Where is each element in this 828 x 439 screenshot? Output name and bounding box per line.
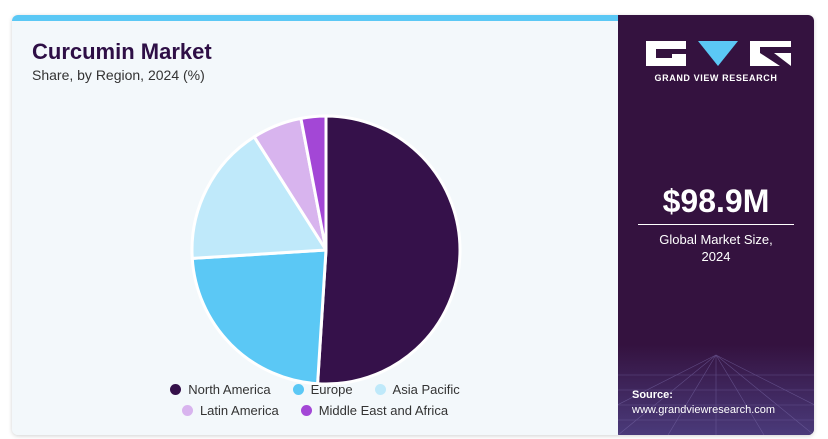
legend-label: Asia Pacific [392,382,460,397]
pie-chart [190,114,462,386]
market-size-label-line1: Global Market Size, [659,232,773,247]
market-size-value: $98.9M [662,183,770,219]
legend-label: Middle East and Africa [318,403,449,418]
accent-bar [12,15,618,21]
brand-name: GRAND VIEW RESEARCH [654,73,778,83]
legend-item-middle-east-africa: Middle East and Africa [300,403,449,418]
source-label: Source: [632,389,673,401]
legend-label: North America [188,382,271,397]
legend-dot-europe [292,384,304,395]
divider [638,224,794,225]
legend-label: Europe [310,382,353,397]
chart-subtitle: Share, by Region, 2024 (%) [32,67,205,83]
pie-slice-north-america [316,114,462,386]
pie-slice-asia-pacific [190,135,328,260]
grid-background [618,345,814,435]
legend-item-asia-pacific: Asia Pacific [374,382,460,397]
legend-item-europe: Europe [292,382,353,397]
legend-item-north-america: North America [170,382,271,397]
legend-row-1: North America Europe Asia Pacific [12,382,618,397]
legend-dot-middle-east-africa [300,405,312,416]
infographic-card: Curcumin Market Share, by Region, 2024 (… [12,15,814,435]
legend-label: Latin America [199,403,279,418]
legend-row-2: Latin America Middle East and Africa [12,403,618,418]
market-size-label-line2: 2024 [701,249,731,264]
pie-slice-europe [190,248,328,386]
legend-item-latin-america: Latin America [181,403,279,418]
legend-dot-latin-america [181,405,193,416]
market-size-panel: GRAND VIEW RESEARCH $98.9M Global Market… [618,15,814,435]
gvr-logo-icon [646,41,791,66]
legend-dot-north-america [170,384,182,395]
source-url[interactable]: www.grandviewresearch.com [632,404,776,416]
chart-panel: Curcumin Market Share, by Region, 2024 (… [12,15,618,435]
pie-slice-middle-east-and-africa [299,114,328,252]
chart-title: Curcumin Market [32,39,212,64]
market-size-label: Global Market Size, 2024 [618,231,814,265]
legend-dot-asia-pacific [374,384,386,395]
